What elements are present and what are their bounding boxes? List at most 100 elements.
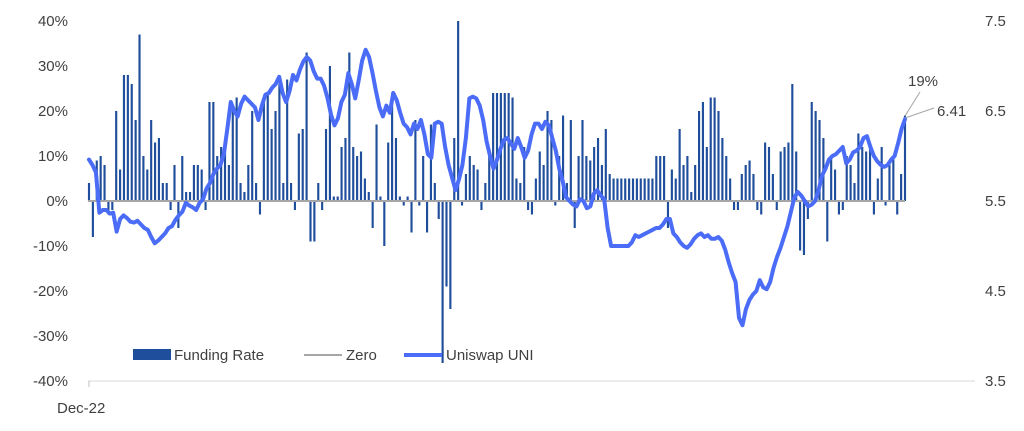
funding-rate-bar <box>876 178 879 201</box>
funding-rate-bar <box>332 196 335 201</box>
funding-rate-bar <box>678 129 681 201</box>
funding-rate-bar <box>352 147 355 201</box>
funding-rate-bar <box>367 192 370 201</box>
funding-rate-bar <box>900 174 903 201</box>
funding-rate-bar <box>527 201 530 210</box>
funding-rate-bar <box>729 178 732 201</box>
funding-rate-bar <box>569 120 572 201</box>
funding-rate-bar <box>670 169 673 201</box>
funding-rate-bar <box>767 147 771 201</box>
funding-last-label: 19% <box>908 73 938 90</box>
funding-rate-bar <box>492 93 495 201</box>
funding-rate-bar <box>138 34 141 201</box>
funding-rate-bar <box>247 165 250 201</box>
funding-rate-bar <box>196 165 199 201</box>
funding-rate-bar <box>515 178 518 201</box>
funding-rate-bar <box>150 120 153 201</box>
funding-rate-bar <box>752 174 755 201</box>
funding-rate-bar <box>293 201 297 210</box>
funding-rate-bar <box>449 201 452 309</box>
funding-rate-bar <box>289 183 293 201</box>
funding-rate-bar <box>188 192 192 201</box>
left-tick-label: 0% <box>46 193 68 210</box>
left-tick-label: -20% <box>33 283 68 300</box>
funding-rate-bar <box>317 183 320 201</box>
funding-rate-bar <box>383 201 386 246</box>
funding-rate-bar <box>826 201 829 242</box>
funding-rate-bar <box>837 201 841 215</box>
funding-rate-bars <box>87 21 907 363</box>
price-callout-leader <box>904 107 935 119</box>
funding-rate-bar <box>111 201 114 210</box>
funding-rate-bar <box>647 178 650 201</box>
funding-rate-bar <box>464 174 467 201</box>
funding-rate-bar <box>795 151 798 201</box>
funding-rate-bar <box>705 147 708 201</box>
funding-rate-bar <box>262 102 265 201</box>
funding-rate-bar <box>861 147 864 201</box>
funding-rate-bar <box>585 156 588 201</box>
funding-rate-bar <box>523 147 526 201</box>
funding-rate-bar <box>122 75 126 201</box>
funding-rate-bar <box>561 115 565 201</box>
funding-rate-bar <box>192 165 195 201</box>
funding-rate-bar <box>480 201 483 210</box>
funding-rate-bar <box>169 201 172 210</box>
funding-rate-bar <box>305 52 308 201</box>
funding-rate-bar <box>791 84 794 201</box>
funding-rate-bar <box>558 156 561 201</box>
funding-rate-bar <box>348 52 351 201</box>
funding-rate-bar <box>99 156 102 201</box>
funding-rate-bar <box>142 156 145 201</box>
funding-rate-bar <box>422 156 425 201</box>
x-start-label: Dec-22 <box>57 400 105 417</box>
funding-rate-bar <box>321 201 324 210</box>
funding-rate-bar <box>806 201 809 219</box>
funding-rate-bar <box>779 151 782 201</box>
right-tick-label: 6.5 <box>985 103 1006 120</box>
funding-rate-bar <box>721 138 724 201</box>
left-tick-label: 10% <box>38 148 68 165</box>
funding-rate-bar <box>783 147 786 201</box>
funding-rate-bar <box>546 111 549 201</box>
legend-label-funding-rate: Funding Rate <box>174 347 264 364</box>
funding-rate-bar <box>274 111 277 201</box>
funding-rate-bar <box>231 106 234 201</box>
funding-rate-bar <box>884 201 887 206</box>
funding-rate-bar <box>344 138 347 201</box>
funding-rate-bar <box>701 102 705 201</box>
funding-rate-bar <box>356 156 359 201</box>
funding-rate-bar <box>573 201 576 228</box>
funding-rate-bar <box>161 183 164 201</box>
funding-rate-bar <box>760 201 763 215</box>
left-tick-label: 20% <box>38 103 68 120</box>
funding-rate-bar <box>484 183 487 201</box>
funding-rate-bar <box>593 147 596 201</box>
funding-rate-bar <box>165 183 168 201</box>
funding-rate-bar <box>666 201 670 228</box>
funding-rate-bar <box>309 201 312 242</box>
funding-rate-bar <box>538 151 541 201</box>
funding-rate-bar <box>833 169 837 201</box>
funding-rate-bar <box>146 169 149 201</box>
funding-rate-bar <box>736 201 739 210</box>
funding-rate-bar <box>476 169 479 201</box>
funding-rate-bar <box>185 192 188 201</box>
funding-rate-bar <box>814 111 817 201</box>
legend-label-uniswap-uni: Uniswap UNI <box>446 347 534 364</box>
funding-rate-bar <box>589 160 592 201</box>
funding-rate-bar <box>313 201 316 242</box>
funding-rate-bar <box>472 165 475 201</box>
legend: Funding Rate Zero Uniswap UNI <box>133 347 534 364</box>
funding-rate-bar <box>810 102 813 201</box>
funding-rate-bar <box>445 201 448 287</box>
funding-rate-bar <box>764 142 767 201</box>
funding-rate-bar <box>872 201 875 215</box>
funding-rate-bar <box>398 196 401 201</box>
funding-rate-bar <box>663 156 666 201</box>
funding-rate-bar <box>406 196 409 201</box>
funding-rate-bar <box>519 183 522 201</box>
funding-rate-bar <box>328 66 331 201</box>
funding-rate-bar <box>220 147 223 201</box>
